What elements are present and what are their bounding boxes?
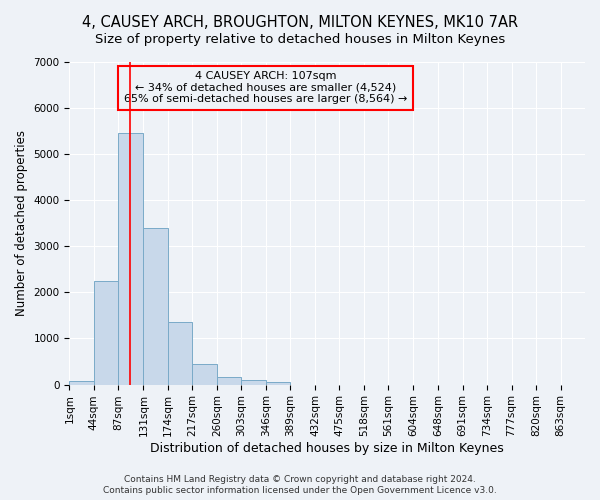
Bar [241, 380, 266, 384]
Bar [70, 381, 94, 384]
Bar [118, 133, 143, 384]
Text: 4 CAUSEY ARCH: 107sqm
← 34% of detached houses are smaller (4,524)
65% of semi-d: 4 CAUSEY ARCH: 107sqm ← 34% of detached … [124, 71, 407, 104]
Bar [217, 376, 241, 384]
X-axis label: Distribution of detached houses by size in Milton Keynes: Distribution of detached houses by size … [151, 442, 504, 455]
Text: Size of property relative to detached houses in Milton Keynes: Size of property relative to detached ho… [95, 32, 505, 46]
Text: Contains public sector information licensed under the Open Government Licence v3: Contains public sector information licen… [103, 486, 497, 495]
Bar [266, 382, 290, 384]
Bar [94, 280, 118, 384]
Bar [193, 364, 217, 384]
Bar [168, 322, 193, 384]
Y-axis label: Number of detached properties: Number of detached properties [15, 130, 28, 316]
Text: 4, CAUSEY ARCH, BROUGHTON, MILTON KEYNES, MK10 7AR: 4, CAUSEY ARCH, BROUGHTON, MILTON KEYNES… [82, 15, 518, 30]
Text: Contains HM Land Registry data © Crown copyright and database right 2024.: Contains HM Land Registry data © Crown c… [124, 475, 476, 484]
Bar [143, 228, 168, 384]
